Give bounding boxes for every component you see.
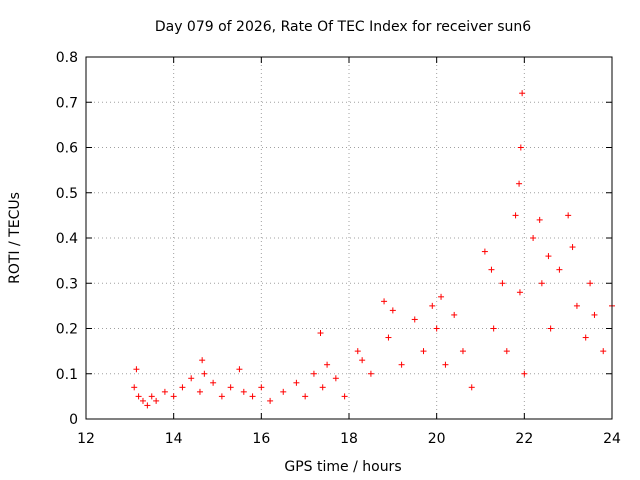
data-point [516, 289, 523, 296]
x-tick-label: 12 [77, 431, 95, 447]
data-point [538, 280, 545, 287]
data-point [451, 311, 458, 318]
data-point [359, 357, 366, 364]
x-tick-label: 20 [428, 431, 446, 447]
x-tick-label: 18 [340, 431, 358, 447]
data-point [293, 379, 300, 386]
data-point [556, 266, 563, 273]
axis-ticks: 12 14 16 18 20 22 24 0 0.1 0.2 0.3 0.4 0.5 0.6 0.7 0.8 [56, 50, 621, 447]
data-point [201, 370, 208, 377]
data-point [565, 212, 572, 219]
data-point [503, 348, 510, 355]
y-axis-label: ROTI / TECUs [7, 192, 23, 284]
data-point [582, 334, 589, 341]
data-point [569, 244, 576, 251]
data-point [429, 302, 436, 309]
data-point [545, 253, 552, 260]
data-point [600, 348, 607, 355]
data-point [433, 325, 440, 332]
data-point [179, 384, 186, 391]
data-point [591, 311, 598, 318]
y-tick-label: 0.8 [56, 50, 78, 66]
data-point [354, 348, 361, 355]
y-tick-label: 0.5 [56, 186, 78, 202]
data-point [587, 280, 594, 287]
data-point [236, 366, 243, 373]
data-point [148, 393, 155, 400]
data-point [512, 212, 519, 219]
x-tick-label: 14 [165, 431, 183, 447]
data-point [499, 280, 506, 287]
data-point [324, 361, 331, 368]
data-point [133, 366, 140, 373]
data-point [547, 325, 554, 332]
y-tick-label: 0 [69, 412, 78, 428]
data-point [442, 361, 449, 368]
data-point [144, 402, 151, 409]
data-point [161, 388, 168, 395]
data-point [139, 397, 146, 404]
data-point [468, 384, 475, 391]
data-point [131, 384, 138, 391]
data-point [420, 348, 427, 355]
data-point [332, 375, 339, 382]
data-point [398, 361, 405, 368]
data-point [249, 393, 256, 400]
y-tick-label: 0.1 [56, 367, 78, 383]
data-point [135, 393, 142, 400]
data-point [218, 393, 225, 400]
data-point [319, 384, 326, 391]
y-tick-label: 0.7 [56, 95, 78, 111]
data-point [490, 325, 497, 332]
data-point [536, 216, 543, 223]
data-point [519, 90, 526, 97]
data-point [517, 144, 524, 151]
data-point [280, 388, 287, 395]
data-point [310, 370, 317, 377]
data-point [317, 330, 324, 337]
x-tick-label: 16 [252, 431, 270, 447]
data-point [170, 393, 177, 400]
data-point [240, 388, 247, 395]
data-point [267, 397, 274, 404]
data-point [438, 293, 445, 300]
data-point [367, 370, 374, 377]
data-point [153, 397, 160, 404]
data-point [411, 316, 418, 323]
data-point [573, 302, 580, 309]
data-point [258, 384, 265, 391]
data-point [341, 393, 348, 400]
data-point [385, 334, 392, 341]
data-point [196, 388, 203, 395]
data-point [516, 180, 523, 187]
data-point [381, 298, 388, 305]
data-point [481, 248, 488, 255]
data-point [199, 357, 206, 364]
data-point [530, 235, 537, 241]
y-tick-label: 0.2 [56, 322, 78, 338]
data-point [210, 379, 217, 386]
data-point [459, 348, 466, 355]
y-tick-label: 0.3 [56, 276, 78, 292]
grid-lines [86, 57, 612, 419]
data-point [302, 393, 309, 400]
y-tick-label: 0.4 [56, 231, 78, 247]
y-tick-label: 0.6 [56, 141, 78, 157]
data-point [188, 375, 195, 382]
chart-title: Day 079 of 2026, Rate Of TEC Index for r… [155, 19, 531, 35]
data-point [488, 266, 495, 273]
x-tick-label: 22 [515, 431, 533, 447]
data-point [521, 370, 528, 377]
data-point [389, 307, 396, 314]
x-tick-label: 24 [603, 431, 621, 447]
x-axis-label: GPS time / hours [284, 459, 401, 475]
data-point [227, 384, 234, 391]
